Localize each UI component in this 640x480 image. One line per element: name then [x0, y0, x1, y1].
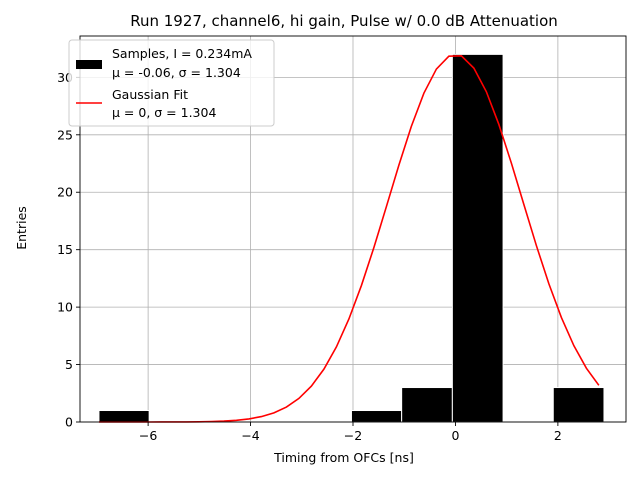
y-tick-label: 0 — [65, 415, 73, 430]
legend-samples-stats: μ = -0.06, σ = 1.304 — [112, 65, 241, 80]
histogram-bar — [552, 387, 605, 423]
histogram-bar — [451, 53, 504, 423]
histogram-bars — [98, 53, 605, 423]
x-tick-label: −6 — [139, 428, 157, 443]
legend-samples-swatch — [76, 60, 102, 69]
legend-samples-label: Samples, I = 0.234mA — [112, 46, 252, 61]
y-tick-label: 25 — [57, 127, 73, 142]
legend-fit-stats: μ = 0, σ = 1.304 — [112, 105, 216, 120]
x-axis-label: Timing from OFCs [ns] — [273, 450, 414, 465]
legend: Samples, I = 0.234mA μ = -0.06, σ = 1.30… — [68, 39, 275, 127]
histogram-bar — [401, 387, 453, 423]
legend-fit-label: Gaussian Fit — [112, 87, 188, 102]
y-tick-label: 20 — [57, 185, 73, 200]
x-tick-label: 2 — [554, 428, 562, 443]
x-tick-label: 0 — [451, 428, 459, 443]
chart-title: Run 1927, channel6, hi gain, Pulse w/ 0.… — [130, 12, 558, 30]
histogram-bar — [350, 410, 403, 423]
histogram-bar — [98, 410, 150, 423]
y-tick-label: 5 — [65, 357, 73, 372]
x-axis-ticks: −6 −4 −2 0 2 — [139, 422, 562, 443]
x-tick-label: −2 — [344, 428, 362, 443]
legend-frame — [68, 39, 275, 127]
y-tick-label: 15 — [57, 242, 73, 257]
y-axis-label: Entries — [14, 206, 29, 250]
y-tick-label: 10 — [57, 300, 73, 315]
x-tick-label: −4 — [241, 428, 259, 443]
